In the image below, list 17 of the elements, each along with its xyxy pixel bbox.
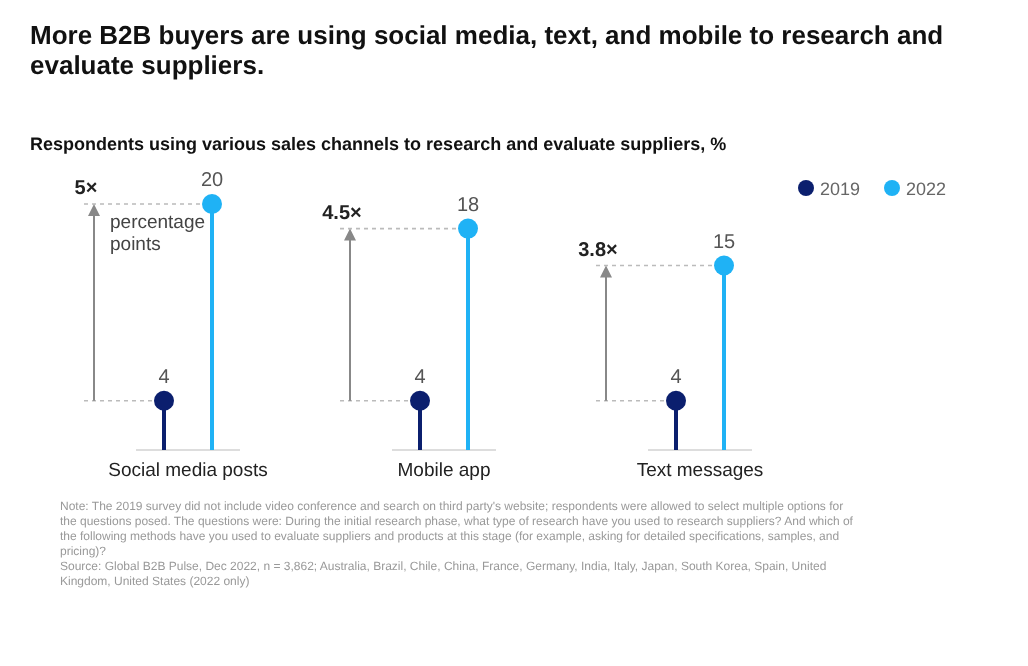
chart-subtitle: Respondents using various sales channels to research and evaluate suppliers, %: [30, 134, 727, 154]
x-tick-label: Text messages: [636, 460, 764, 482]
data-label: 18: [456, 194, 480, 217]
data-label: 4: [414, 366, 427, 389]
x-tick-label: Social media posts: [108, 460, 269, 482]
chart-title: More B2B buyers are using social media, text, and mobile to research and evaluate suppliers.: [30, 20, 944, 80]
legend-label: 2022: [906, 179, 947, 199]
annotation: 3.8×: [578, 239, 619, 262]
annotation: 4.5×: [322, 202, 363, 225]
data-label: 20: [200, 170, 224, 192]
data-label: 4: [670, 366, 683, 389]
annotation: percentage points: [110, 212, 206, 256]
x-tick-label: Mobile app: [397, 460, 491, 482]
text: 5×: [74, 178, 98, 200]
data-label: 15: [712, 231, 736, 254]
data-label: 4: [158, 366, 171, 389]
legend-label: 2019: [820, 179, 861, 199]
